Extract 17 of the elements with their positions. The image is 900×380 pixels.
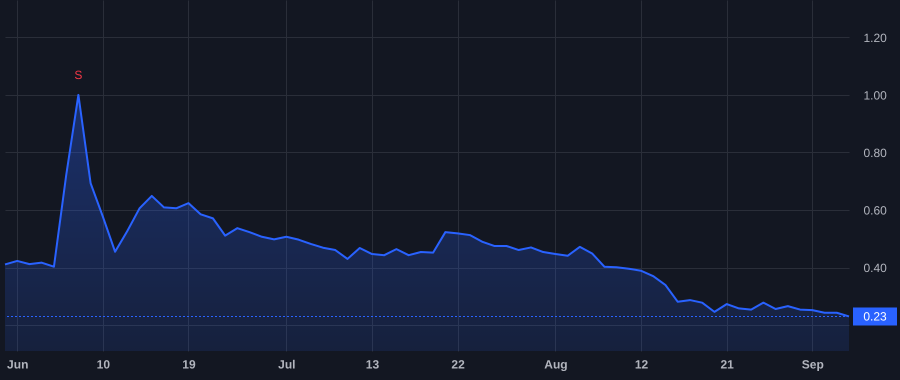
x-tick-label: Aug [544,358,568,372]
ref-line-label: 0.23 [863,309,887,324]
y-tick-label: 0.40 [864,261,888,276]
y-tick-label: 0.60 [864,204,888,218]
x-tick-label: 22 [451,358,466,372]
y-tick-label: 1.20 [864,30,888,45]
annotation: S [74,68,82,82]
x-tick-label: Jul [278,358,296,372]
x-tick-label: Sep [802,358,824,372]
y-tick-label: 0.80 [864,146,888,160]
x-tick-label: 12 [634,358,649,372]
y-tick-label: 1.00 [864,88,888,102]
x-tick-label: 10 [96,358,110,372]
x-tick-label: Jun [7,358,28,372]
x-tick-label: 21 [720,358,734,372]
x-tick-label: 13 [366,358,380,372]
x-tick-label: 19 [182,358,196,372]
